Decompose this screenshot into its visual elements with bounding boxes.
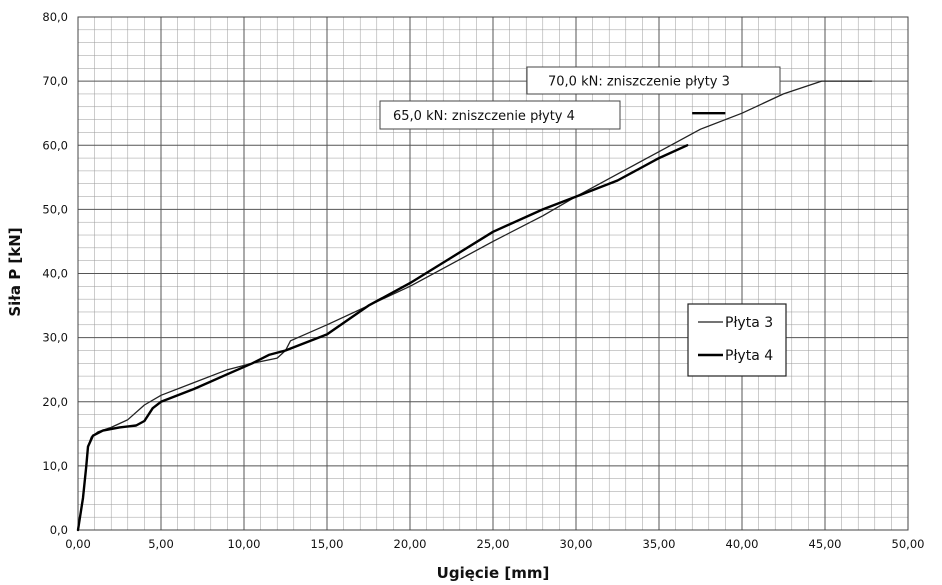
y-tick-label: 70,0 [42, 74, 68, 88]
y-tick-labels: 0,0 10,0 20,0 30,0 40,0 50,0 60,0 70,0 80,0 [42, 10, 68, 537]
annotation-text-plyta-4: 65,0 kN: zniszczenie płyty 4 [393, 109, 575, 124]
y-axis-title: Siła P [kN] [6, 227, 24, 316]
y-tick-label: 10,0 [42, 459, 68, 473]
x-tick-label: 35,00 [643, 537, 676, 551]
x-tick-label: 40,00 [726, 537, 759, 551]
plot-frame [77, 16, 909, 531]
x-tick-label: 15,00 [311, 537, 344, 551]
annotation-box-plyta-4 [379, 100, 621, 130]
y-tick-label: 20,0 [42, 395, 68, 409]
y-tick-label: 40,0 [42, 267, 68, 281]
legend: Płyta 3 Płyta 4 [687, 303, 787, 377]
y-tick-label: 30,0 [42, 331, 68, 345]
x-tick-label: 10,00 [228, 537, 261, 551]
annotation-text-plyta-3: 70,0 kN: zniszczenie płyty 3 [548, 75, 730, 90]
annotation-box-plyta-3 [526, 66, 781, 95]
annotation-plyta-4: 65,0 kN: zniszczenie płyty 4 [379, 100, 621, 130]
y-tick-label: 0,0 [50, 523, 68, 537]
y-tick-label: 50,0 [42, 202, 68, 216]
x-tick-label: 5,00 [148, 537, 174, 551]
legend-label-plyta-3: Płyta 3 [725, 315, 773, 331]
y-tick-label: 60,0 [42, 138, 68, 152]
x-tick-label: 30,00 [560, 537, 593, 551]
x-tick-labels: 0,00 5,00 10,00 15,00 20,00 25,00 30,00 35,00 40… [65, 537, 924, 551]
series-lines [76, 80, 873, 532]
x-tick-label: 50,00 [892, 537, 925, 551]
legend-box [687, 303, 787, 377]
x-tick-label: 45,00 [809, 537, 842, 551]
y-tick-label: 80,0 [42, 10, 68, 24]
x-axis-title: Ugięcie [mm] [437, 564, 550, 582]
series-line-plyta-4 [76, 144, 689, 532]
legend-label-plyta-4: Płyta 4 [725, 348, 773, 364]
x-tick-label: 25,00 [477, 537, 510, 551]
annotation-plyta-3: 70,0 kN: zniszczenie płyty 3 [526, 66, 781, 95]
x-tick-label: 0,00 [65, 537, 91, 551]
x-tick-label: 20,00 [394, 537, 427, 551]
